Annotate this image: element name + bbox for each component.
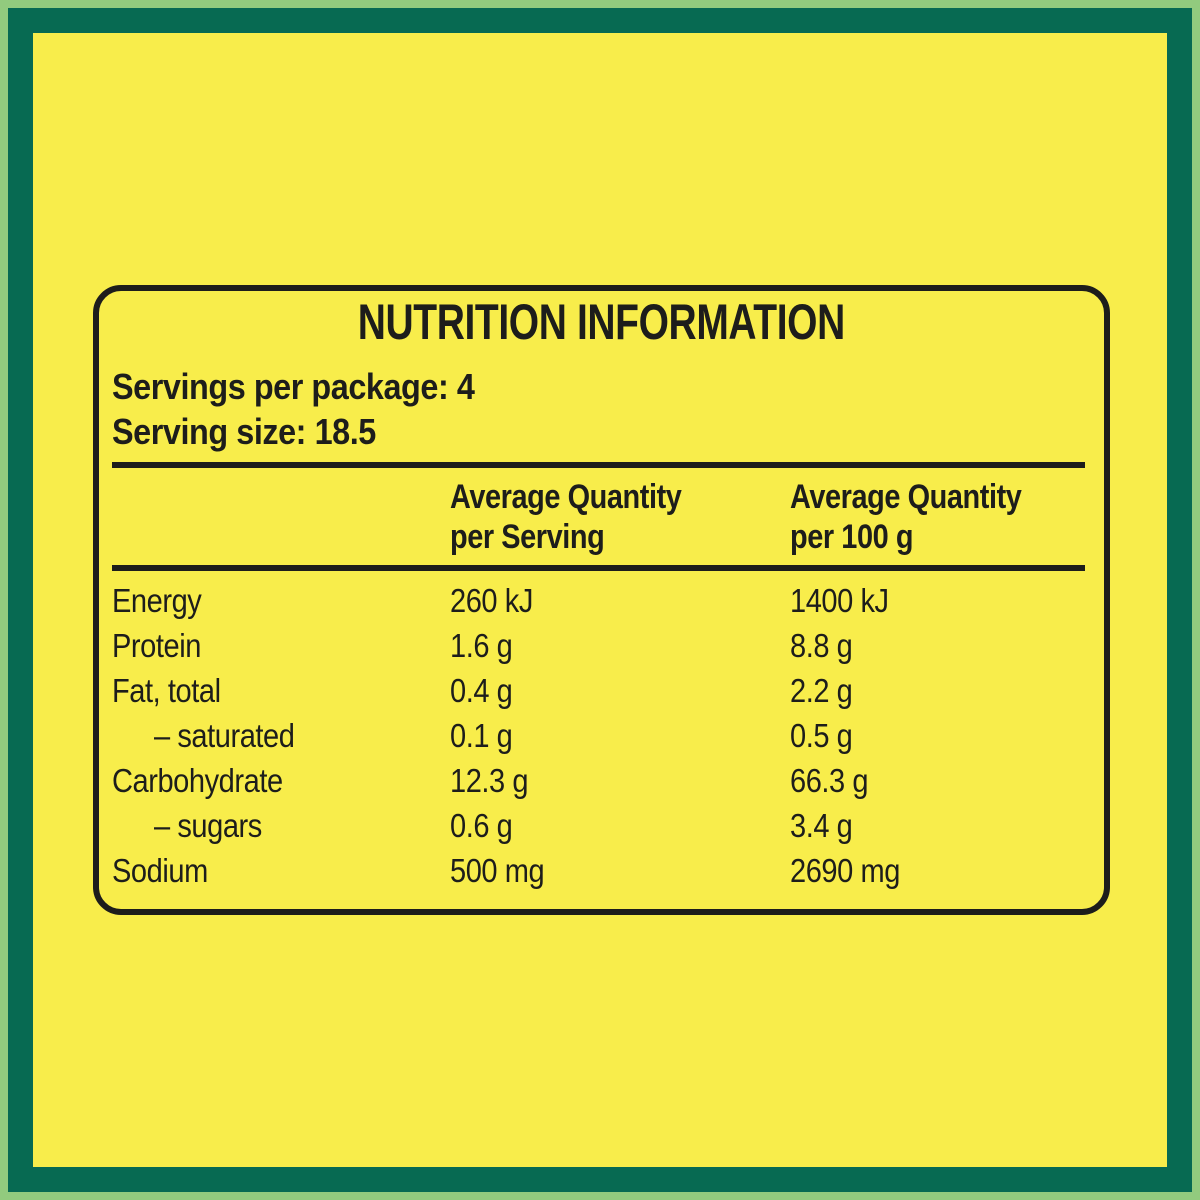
table-row-carbohydrate: Carbohydrate 12.3 g 66.3 g	[112, 758, 1085, 803]
row-label: Fat, total	[112, 671, 221, 709]
row-value-per-100g: 0.5 g	[790, 716, 853, 754]
servings-per-package-line: Servings per package: 4	[112, 366, 475, 407]
row-value-per-100g: 3.4 g	[790, 806, 853, 844]
panel-title: NUTRITION INFORMATION	[357, 294, 846, 350]
table-row-energy: Energy 260 kJ 1400 kJ	[112, 578, 1085, 623]
row-label: Sodium	[112, 851, 208, 889]
row-value-per-serving: 1.6 g	[450, 626, 513, 664]
serving-size-line: Serving size: 18.5	[112, 411, 376, 452]
row-label: – saturated	[154, 716, 295, 754]
header-spacer	[112, 477, 450, 557]
row-label: Energy	[112, 581, 202, 619]
row-value-per-100g: 66.3 g	[790, 761, 869, 799]
panel-title-row: NUTRITION INFORMATION	[93, 296, 1110, 348]
nutrition-panel	[93, 285, 1110, 915]
divider-top	[112, 462, 1085, 468]
row-value-per-serving: 500 mg	[450, 851, 545, 889]
divider-header	[112, 565, 1085, 571]
servings-block: Servings per package: 4 Serving size: 18…	[112, 364, 515, 454]
table-row-sugars: – sugars 0.6 g 3.4 g	[112, 803, 1085, 848]
row-value-per-100g: 2.2 g	[790, 671, 853, 709]
row-label: – sugars	[154, 806, 262, 844]
row-label: Protein	[112, 626, 201, 664]
nutrition-table-body: Energy 260 kJ 1400 kJ Protein 1.6 g 8.8 …	[112, 578, 1085, 893]
table-row-protein: Protein 1.6 g 8.8 g	[112, 623, 1085, 668]
header-per-100g: Average Quantity per 100 g	[790, 478, 1022, 556]
row-value-per-100g: 1400 kJ	[790, 581, 889, 619]
table-row-sodium: Sodium 500 mg 2690 mg	[112, 848, 1085, 893]
table-row-saturated-fat: – saturated 0.1 g 0.5 g	[112, 713, 1085, 758]
row-value-per-serving: 12.3 g	[450, 761, 529, 799]
table-row-fat-total: Fat, total 0.4 g 2.2 g	[112, 668, 1085, 713]
row-value-per-serving: 0.6 g	[450, 806, 513, 844]
row-value-per-100g: 2690 mg	[790, 851, 900, 889]
row-value-per-serving: 0.1 g	[450, 716, 513, 754]
row-value-per-serving: 0.4 g	[450, 671, 513, 709]
row-value-per-100g: 8.8 g	[790, 626, 853, 664]
row-label: Carbohydrate	[112, 761, 283, 799]
header-per-serving: Average Quantity per Serving	[450, 478, 682, 556]
row-value-per-serving: 260 kJ	[450, 581, 533, 619]
table-header-row: Average Quantity per Serving Average Qua…	[112, 477, 1085, 557]
